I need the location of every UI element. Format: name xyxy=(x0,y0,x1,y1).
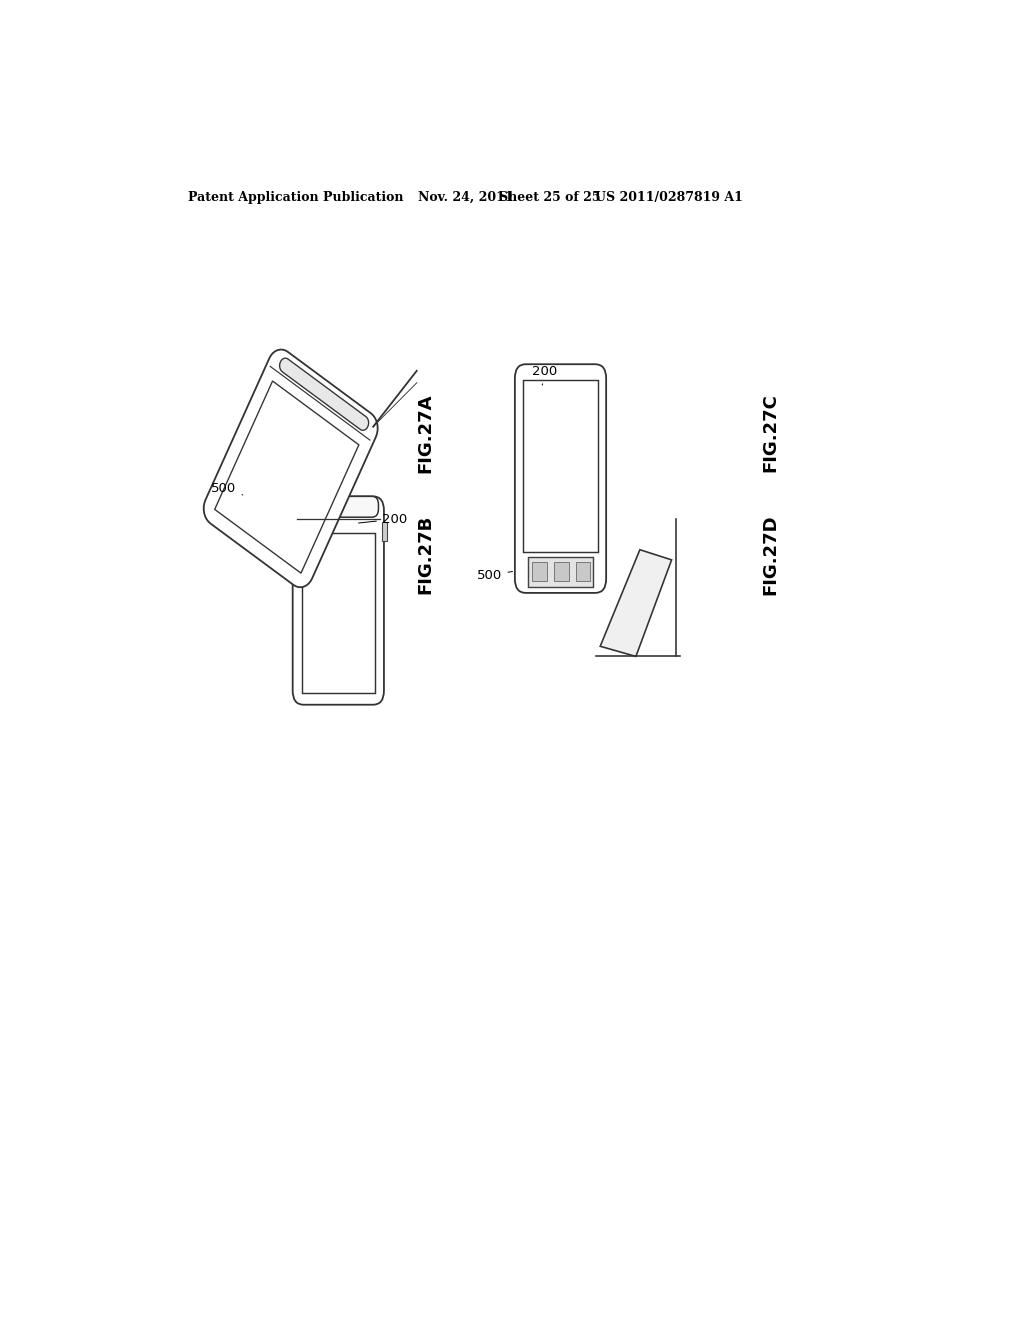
Text: FIG.27D: FIG.27D xyxy=(762,515,780,595)
Bar xyxy=(382,523,387,541)
Text: 500: 500 xyxy=(477,569,513,582)
Text: 500: 500 xyxy=(211,482,243,495)
FancyBboxPatch shape xyxy=(293,496,384,705)
Text: Sheet 25 of 25: Sheet 25 of 25 xyxy=(500,190,601,203)
Bar xyxy=(523,380,598,552)
Polygon shape xyxy=(204,350,378,587)
Polygon shape xyxy=(280,358,369,430)
FancyBboxPatch shape xyxy=(515,364,606,593)
Polygon shape xyxy=(215,381,358,573)
Polygon shape xyxy=(600,549,672,656)
Text: FIG.27B: FIG.27B xyxy=(417,515,434,594)
Bar xyxy=(554,562,568,582)
Bar xyxy=(302,533,375,693)
Bar xyxy=(575,562,590,582)
Bar xyxy=(527,557,593,587)
Text: FIG.27A: FIG.27A xyxy=(417,393,434,473)
FancyBboxPatch shape xyxy=(298,496,379,517)
Text: Nov. 24, 2011: Nov. 24, 2011 xyxy=(418,190,513,203)
Text: Patent Application Publication: Patent Application Publication xyxy=(187,190,403,203)
Text: 200: 200 xyxy=(532,366,557,385)
Text: FIG.27C: FIG.27C xyxy=(762,393,780,473)
Text: 200: 200 xyxy=(358,512,408,525)
Text: US 2011/0287819 A1: US 2011/0287819 A1 xyxy=(595,190,742,203)
Bar xyxy=(532,562,547,582)
